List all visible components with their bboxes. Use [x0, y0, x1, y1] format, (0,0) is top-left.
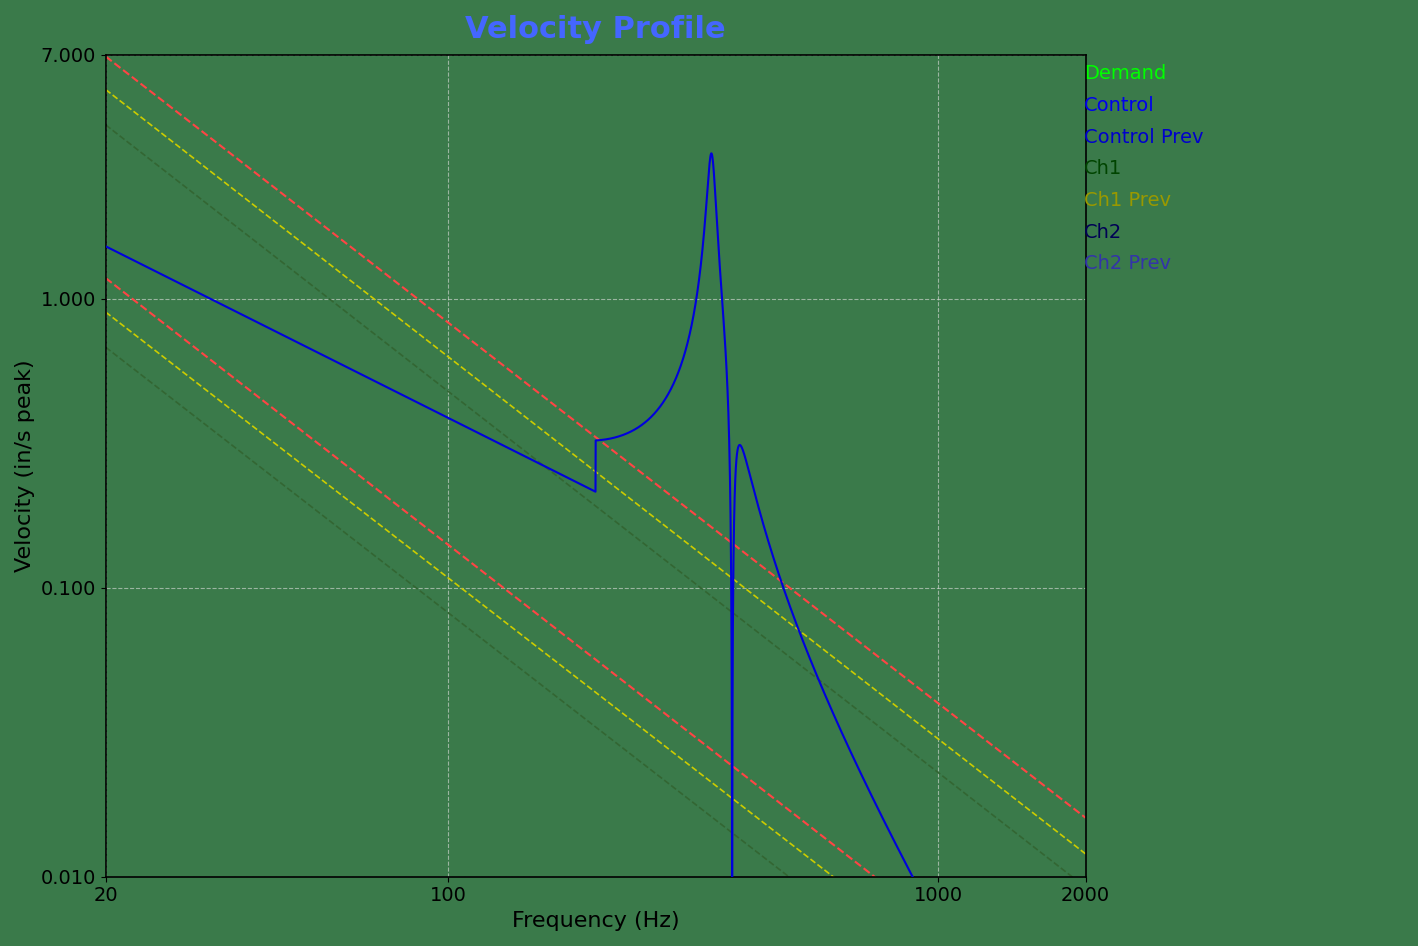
Legend: Demand, Control, Control Prev, Ch1, Ch1 Prev, Ch2, Ch2 Prev: Demand, Control, Control Prev, Ch1, Ch1 …: [1083, 64, 1204, 273]
Y-axis label: Velocity (in/s peak): Velocity (in/s peak): [16, 359, 35, 572]
Title: Velocity Profile: Velocity Profile: [465, 15, 726, 44]
X-axis label: Frequency (Hz): Frequency (Hz): [512, 911, 679, 931]
